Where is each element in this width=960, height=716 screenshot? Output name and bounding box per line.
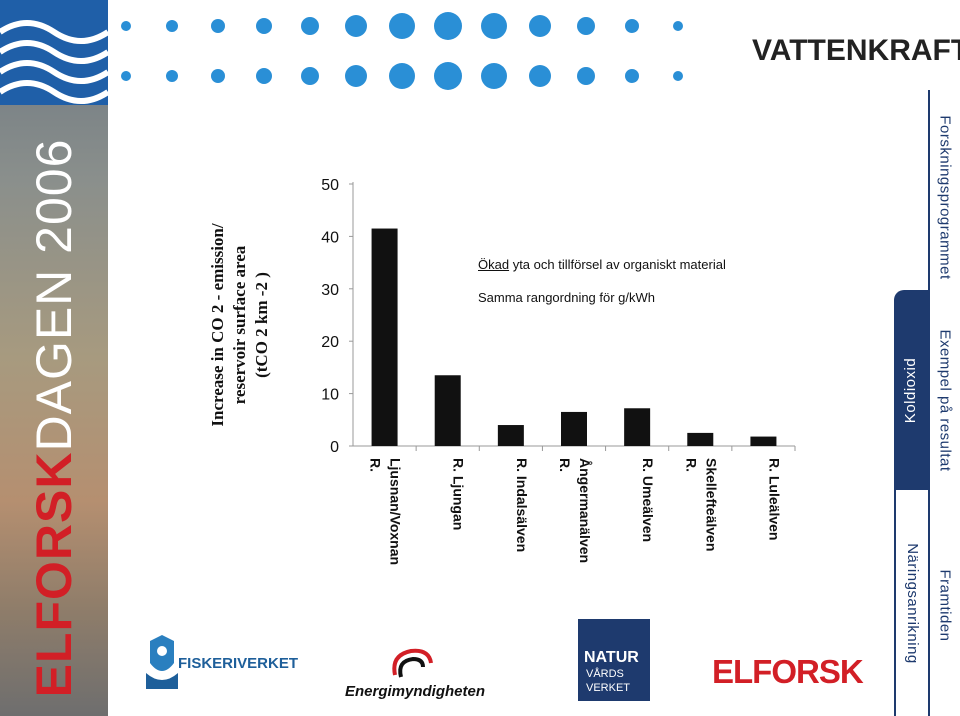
- bar: [624, 408, 651, 446]
- dot: [166, 20, 178, 32]
- x-tick-label: R. Luleälven: [766, 458, 782, 540]
- fiskeriverket-crest-icon: [146, 635, 178, 689]
- x-tick-label: R.: [368, 458, 384, 472]
- tab-exempel-pa-resultat[interactable]: Exempel på resultat: [928, 305, 960, 495]
- elforsk-logo: ELFORSK: [712, 653, 864, 690]
- dot: [481, 63, 507, 89]
- bar: [497, 425, 524, 446]
- dot: [577, 17, 595, 35]
- dot: [345, 15, 367, 37]
- dot: [673, 21, 683, 31]
- bar: [434, 375, 461, 446]
- bar: [561, 411, 587, 446]
- x-tick-label: R.: [557, 458, 573, 472]
- x-tick-label: R. Indalsälven: [514, 458, 530, 552]
- side-tabs: Forskningsprogrammet Exempel på resultat…: [892, 90, 960, 716]
- bar: [687, 432, 714, 446]
- bar: [750, 436, 777, 446]
- x-tick-label: R. Umeälven: [640, 458, 656, 542]
- note-line-1: Ökad yta och tillförsel av organiskt mat…: [478, 257, 726, 272]
- dot: [389, 63, 415, 89]
- x-tick-label: Ljusnan/Voxnan: [388, 458, 404, 565]
- dot: [256, 18, 272, 34]
- y-tick-label: 40: [321, 229, 339, 246]
- dot: [434, 12, 462, 40]
- x-tick-label: R.: [683, 458, 699, 472]
- dot: [166, 70, 178, 82]
- dot: [434, 62, 462, 90]
- dot: [625, 69, 639, 83]
- y-tick-label: 20: [321, 334, 339, 351]
- energimyndigheten-logo: Energimyndigheten: [345, 645, 485, 705]
- left-banner: ELFORSKDAGEN 2006: [0, 0, 108, 716]
- chart-plot: 0 10 20 30 40 50 R. Ljusnan/Voxnan R. Ljungan R. …: [321, 177, 796, 565]
- co2-chart: Increase in CO 2 - emission/ reservoir s…: [195, 160, 805, 590]
- x-tick-label: Ångermanälven: [577, 458, 593, 563]
- banner-title: ELFORSKDAGEN 2006: [26, 138, 82, 698]
- dot: [256, 68, 272, 84]
- y-tick-label: 0: [330, 439, 339, 456]
- energimyndigheten-swirl-icon: [392, 648, 433, 678]
- dot: [211, 19, 225, 33]
- y-tick-label: 50: [321, 177, 339, 194]
- dot: [301, 67, 319, 85]
- bar: [371, 228, 398, 446]
- page-brand-title: VATTENKRAFT: [752, 34, 960, 67]
- x-tick-label: R. Ljungan: [451, 458, 467, 530]
- tab-naringsanrikning[interactable]: Näringsanrikning: [894, 490, 928, 716]
- note-line-2: Samma rangordning för g/kWh: [478, 290, 656, 305]
- naturvardsverket-logo: NATUR VÅRDS VERKET: [578, 619, 650, 701]
- dot: [529, 15, 551, 37]
- tab-framtiden[interactable]: Framtiden: [928, 495, 960, 716]
- tab-forskningsprogrammet[interactable]: Forskningsprogrammet: [928, 90, 960, 305]
- dot: [673, 71, 683, 81]
- dot: [301, 17, 319, 35]
- dot: [625, 19, 639, 33]
- y-tick-label: 10: [321, 387, 339, 404]
- tab-koldioxid[interactable]: Koldioxid: [894, 290, 928, 490]
- dot-pattern: [118, 0, 738, 100]
- dot: [345, 65, 367, 87]
- dot: [389, 13, 415, 39]
- wave-logo: [0, 0, 108, 105]
- dot: [481, 13, 507, 39]
- fiskeriverket-logo: FISKERIVERKET: [142, 633, 298, 693]
- dot: [121, 21, 131, 31]
- dot: [529, 65, 551, 87]
- x-tick-label: Skellefteälven: [703, 458, 719, 551]
- y-tick-label: 30: [321, 282, 339, 299]
- dot: [121, 71, 131, 81]
- dot: [577, 67, 595, 85]
- dot: [211, 69, 225, 83]
